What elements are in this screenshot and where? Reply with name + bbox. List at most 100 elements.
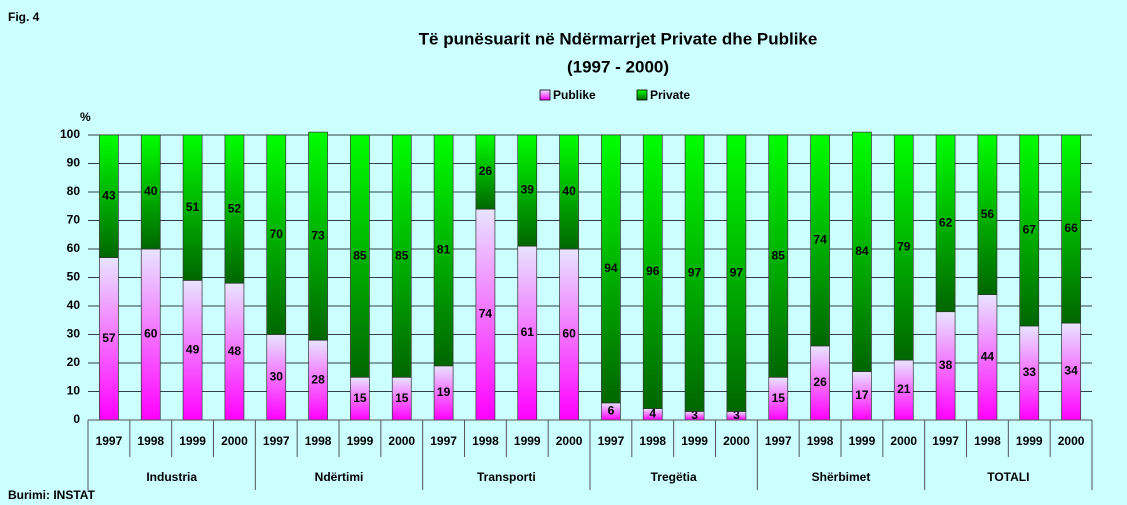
value-label: 49 bbox=[186, 342, 200, 356]
group-label: Ndërtimi bbox=[315, 470, 364, 484]
bar-segment bbox=[266, 134, 287, 335]
x-tick-label: 1997 bbox=[430, 434, 457, 448]
y-tick-label: 70 bbox=[67, 213, 81, 227]
value-label: 66 bbox=[1064, 221, 1078, 235]
group-label: Transporti bbox=[477, 470, 536, 484]
x-tick-label: 1997 bbox=[96, 434, 123, 448]
x-tick-label: 1997 bbox=[263, 434, 290, 448]
bar-segment bbox=[182, 134, 203, 281]
value-label: 96 bbox=[646, 264, 660, 278]
y-tick-label: 90 bbox=[67, 156, 81, 170]
y-tick-label: 0 bbox=[73, 412, 80, 426]
value-label: 38 bbox=[939, 358, 953, 372]
y-tick-label: 10 bbox=[67, 384, 81, 398]
value-label: 51 bbox=[186, 200, 200, 214]
y-tick-label: 60 bbox=[67, 241, 81, 255]
value-label: 57 bbox=[102, 331, 116, 345]
value-label: 85 bbox=[395, 248, 409, 262]
value-label: 15 bbox=[353, 391, 367, 405]
value-label: 39 bbox=[521, 183, 535, 197]
bar-segment bbox=[99, 134, 119, 258]
x-tick-label: 1998 bbox=[305, 434, 332, 448]
value-label: 4 bbox=[649, 406, 656, 420]
value-label: 85 bbox=[772, 248, 786, 262]
value-label: 40 bbox=[144, 184, 158, 198]
value-label: 33 bbox=[1023, 365, 1037, 379]
x-tick-label: 1999 bbox=[347, 434, 374, 448]
value-label: 70 bbox=[270, 227, 284, 241]
group-label: Shërbimet bbox=[812, 470, 871, 484]
group-label: Industria bbox=[146, 470, 197, 484]
group-label: TOTALI bbox=[987, 470, 1029, 484]
value-label: 60 bbox=[144, 327, 158, 341]
value-label: 30 bbox=[270, 369, 284, 383]
y-tick-label: 30 bbox=[67, 327, 81, 341]
value-label: 74 bbox=[813, 233, 827, 247]
value-label: 85 bbox=[353, 248, 367, 262]
x-tick-label: 1999 bbox=[849, 434, 876, 448]
value-label: 19 bbox=[437, 385, 451, 399]
bar-segment bbox=[140, 134, 161, 250]
x-tick-label: 2000 bbox=[890, 434, 917, 448]
chart-title: Të punësuarit në Ndërmarrjet Private dhe… bbox=[419, 29, 818, 48]
legend-swatch bbox=[539, 89, 551, 101]
bar-segment bbox=[475, 134, 496, 210]
value-label: 3 bbox=[691, 408, 698, 422]
value-label: 26 bbox=[813, 375, 827, 389]
legend-label: Private bbox=[650, 88, 690, 102]
x-tick-label: 1999 bbox=[681, 434, 708, 448]
value-label: 26 bbox=[479, 164, 493, 178]
x-tick-label: 1999 bbox=[514, 434, 541, 448]
value-label: 67 bbox=[1023, 223, 1037, 237]
bar-segment bbox=[810, 134, 830, 347]
value-label: 43 bbox=[102, 188, 116, 202]
value-label: 60 bbox=[562, 327, 576, 341]
value-label: 34 bbox=[1064, 364, 1078, 378]
bar-segment bbox=[1061, 134, 1081, 324]
value-label: 97 bbox=[730, 265, 744, 279]
value-label: 15 bbox=[395, 391, 409, 405]
value-label: 79 bbox=[897, 240, 911, 254]
x-tick-label: 1997 bbox=[598, 434, 625, 448]
x-tick-label: 1997 bbox=[932, 434, 959, 448]
value-label: 40 bbox=[562, 184, 576, 198]
bar-segment bbox=[977, 134, 998, 295]
bar-segment bbox=[684, 134, 705, 412]
bar-segment bbox=[935, 134, 956, 313]
x-tick-label: 2000 bbox=[723, 434, 750, 448]
bar-segment bbox=[601, 134, 621, 404]
bar-segment bbox=[852, 131, 872, 372]
value-label: 97 bbox=[688, 265, 702, 279]
value-label: 74 bbox=[479, 307, 493, 321]
group-label: Tregëtia bbox=[651, 470, 697, 484]
value-label: 6 bbox=[608, 404, 615, 418]
y-tick-label: 20 bbox=[67, 355, 81, 369]
x-tick-label: 1998 bbox=[472, 434, 499, 448]
x-tick-label: 1998 bbox=[137, 434, 164, 448]
value-label: 94 bbox=[604, 261, 618, 275]
x-tick-label: 1999 bbox=[179, 434, 206, 448]
figure-label: Fig. 4 bbox=[8, 10, 40, 24]
value-label: 61 bbox=[521, 325, 535, 339]
value-label: 62 bbox=[939, 216, 953, 230]
bar-segment bbox=[350, 134, 370, 378]
value-label: 48 bbox=[228, 344, 242, 358]
value-label: 44 bbox=[981, 349, 995, 363]
bar-segment bbox=[726, 134, 747, 412]
x-tick-label: 1998 bbox=[974, 434, 1001, 448]
value-label: 81 bbox=[437, 243, 451, 257]
y-tick-label: 50 bbox=[67, 270, 81, 284]
bar-segment bbox=[1019, 134, 1040, 327]
y-tick-label: 100 bbox=[60, 127, 80, 141]
bar-segment bbox=[517, 134, 538, 247]
bar-segment bbox=[224, 134, 245, 284]
value-label: 52 bbox=[228, 201, 242, 215]
value-label: 84 bbox=[855, 244, 869, 258]
x-tick-label: 1998 bbox=[639, 434, 666, 448]
value-label: 56 bbox=[981, 207, 995, 221]
x-tick-label: 2000 bbox=[1058, 434, 1085, 448]
legend-label: Publike bbox=[553, 88, 596, 102]
y-tick-label: 40 bbox=[67, 298, 81, 312]
x-tick-label: 1998 bbox=[807, 434, 834, 448]
legend-swatch bbox=[636, 89, 648, 101]
